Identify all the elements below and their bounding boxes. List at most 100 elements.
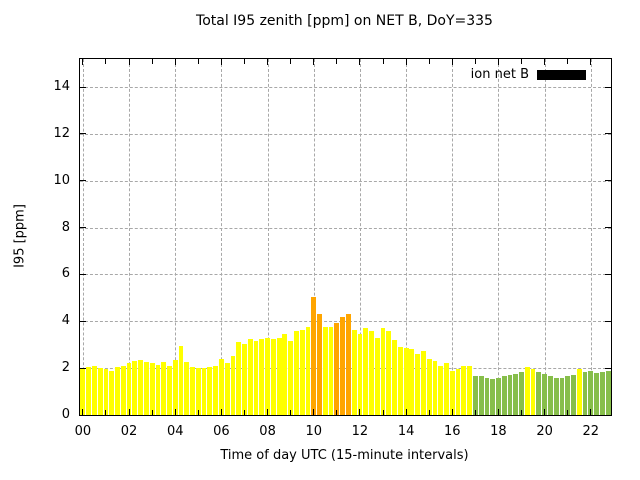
- x-tick: [313, 59, 315, 65]
- y-tick-label: 2: [61, 360, 70, 376]
- x-tick-label: 22: [582, 424, 600, 439]
- y-tick: [80, 180, 86, 182]
- x-tick: [405, 59, 407, 65]
- bar: [438, 365, 444, 415]
- h-gridline: [80, 321, 611, 323]
- x-minor-tick: [428, 410, 430, 415]
- bar: [594, 372, 599, 415]
- y-tick: [80, 367, 86, 369]
- x-minor-tick: [336, 59, 338, 64]
- x-tick: [405, 409, 407, 415]
- x-tick-label: 10: [305, 424, 323, 439]
- bar: [559, 377, 565, 415]
- x-tick: [497, 59, 499, 65]
- x-tick: [174, 409, 176, 415]
- bar: [386, 330, 392, 415]
- v-gridline: [129, 59, 131, 415]
- bar: [126, 363, 132, 415]
- bar: [576, 369, 582, 415]
- bar: [501, 376, 507, 415]
- y-tick: [605, 414, 611, 416]
- bar: [565, 376, 571, 415]
- v-gridline: [175, 59, 177, 415]
- bar: [103, 369, 109, 415]
- y-tick: [80, 320, 86, 322]
- bar: [571, 375, 576, 415]
- bar: [363, 328, 369, 415]
- y-tick-label: 10: [53, 172, 70, 188]
- bar: [149, 363, 155, 415]
- v-gridline: [221, 59, 223, 415]
- y-axis-label: I95 [ppm]: [12, 204, 28, 268]
- bar: [461, 365, 467, 415]
- bar: [132, 361, 138, 415]
- h-gridline: [80, 368, 611, 370]
- x-minor-tick: [151, 410, 153, 415]
- chart-title: Total I95 zenith [ppm] on NET B, DoY=335: [196, 13, 493, 29]
- x-tick: [544, 409, 546, 415]
- x-tick: [128, 59, 130, 65]
- bar: [496, 377, 501, 415]
- bar: [380, 328, 386, 415]
- h-gridline: [80, 180, 611, 182]
- x-tick: [451, 409, 453, 415]
- y-tick-label: 4: [61, 313, 70, 329]
- x-tick: [359, 409, 361, 415]
- bar: [426, 358, 432, 415]
- bar: [322, 327, 328, 415]
- v-gridline: [359, 59, 361, 415]
- x-minor-tick: [521, 59, 523, 64]
- x-tick: [359, 59, 361, 65]
- x-tick-label: 14: [397, 424, 415, 439]
- bar: [369, 330, 374, 415]
- x-tick-label: 18: [490, 424, 507, 439]
- x-tick: [544, 59, 546, 65]
- bar: [224, 363, 230, 415]
- x-minor-tick: [474, 410, 476, 415]
- bar: [599, 371, 605, 415]
- bar: [432, 361, 438, 415]
- x-minor-tick: [428, 59, 430, 64]
- y-tick: [80, 227, 86, 229]
- bar: [490, 378, 496, 415]
- bar: [484, 377, 490, 415]
- bar: [507, 375, 513, 415]
- bar: [282, 334, 288, 415]
- v-gridline: [590, 59, 592, 415]
- bar: [553, 377, 559, 415]
- bar: [472, 376, 478, 415]
- bar: [317, 314, 322, 415]
- bar: [195, 368, 201, 415]
- h-gridline: [80, 133, 611, 135]
- x-tick: [590, 409, 592, 415]
- bar: [109, 370, 115, 415]
- x-axis-label: Time of day UTC (15-minute intervals): [220, 448, 469, 463]
- x-tick: [497, 409, 499, 415]
- bar: [449, 370, 455, 415]
- bar: [120, 365, 126, 415]
- h-gridline: [80, 87, 611, 89]
- bar: [340, 316, 345, 415]
- x-minor-tick: [197, 410, 199, 415]
- bar: [80, 369, 86, 415]
- bar: [455, 369, 461, 415]
- x-tick: [267, 59, 269, 65]
- legend: ion net B: [471, 67, 586, 82]
- bar: [311, 296, 317, 415]
- plot-area: ion net B 0 2 4 6 8 10 12 14 00 02 04 06 08 10 12 14 16 1…: [53, 58, 612, 439]
- y-tick: [80, 273, 86, 275]
- bar: [513, 374, 519, 415]
- h-gridline: [80, 274, 611, 276]
- bar: [143, 362, 149, 415]
- bar: [542, 374, 548, 415]
- bar: [259, 338, 265, 415]
- x-minor-tick: [105, 410, 107, 415]
- bar: [247, 338, 253, 415]
- bar: [178, 345, 184, 415]
- bar: [421, 350, 426, 415]
- bar: [207, 367, 213, 415]
- x-minor-tick: [567, 59, 569, 64]
- bar: [172, 359, 178, 415]
- bar: [345, 314, 351, 415]
